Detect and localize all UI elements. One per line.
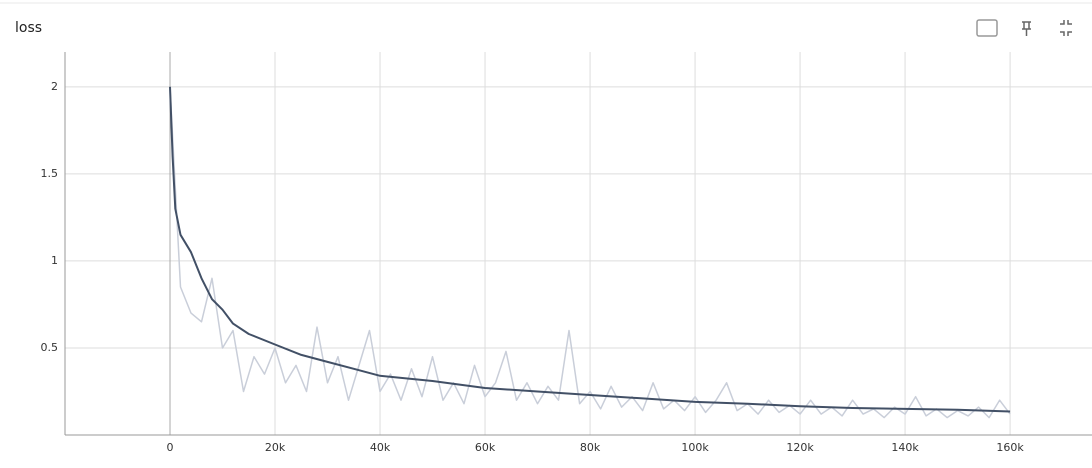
y-tick-label: 2 [51,80,58,93]
x-tick-label: 0 [167,441,174,454]
y-tick-label: 1 [51,254,58,267]
pin-icon[interactable] [1022,21,1031,36]
fit-icon[interactable] [976,19,998,37]
x-tick-label: 120k [786,441,814,454]
x-tick-label: 80k [580,441,601,454]
x-tick-label: 140k [891,441,919,454]
x-tick-label: 100k [681,441,709,454]
series-line [169,86,1011,413]
chart-title: loss [15,20,42,36]
y-tick-label: 0.5 [41,341,59,354]
x-tick-label: 60k [475,441,496,454]
x-tick-label: 20k [265,441,286,454]
y-tick-label: 1.5 [41,167,59,180]
toolbar[interactable] [976,19,1072,37]
x-tick-label: 40k [370,441,391,454]
series-line [169,86,1011,419]
collapse-icon[interactable] [1060,20,1072,36]
x-tick-label: 160k [996,441,1024,454]
